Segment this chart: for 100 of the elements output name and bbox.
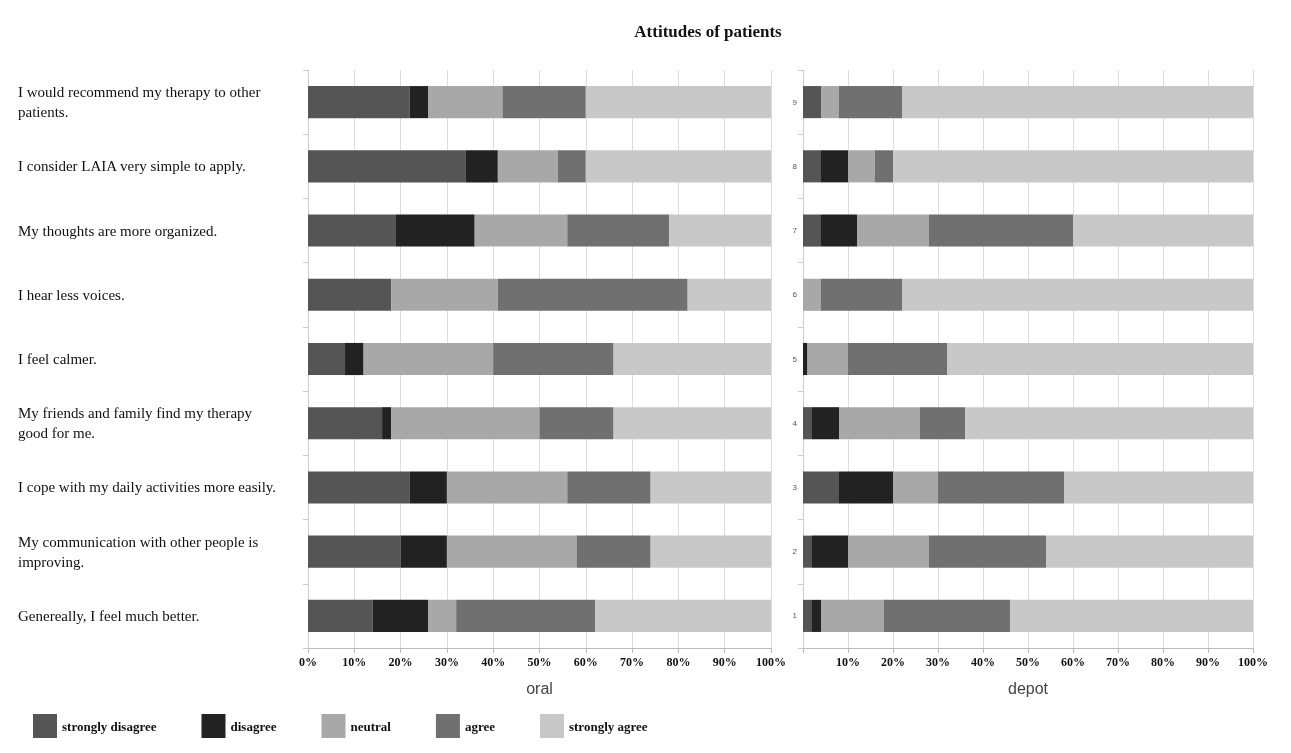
- bar: [308, 278, 392, 311]
- x-axis-title: depot: [1007, 679, 1049, 697]
- y-tick-label: 4: [792, 418, 798, 428]
- bar: [446, 471, 568, 504]
- bar: [308, 342, 346, 376]
- y-tick-label: I feel calmer.: [18, 351, 97, 367]
- bar: [848, 535, 929, 568]
- x-tick-label: 30%: [434, 655, 459, 669]
- bar: [807, 342, 848, 376]
- bar: [1064, 471, 1253, 504]
- bar: [803, 407, 812, 440]
- y-tick-label: Genereally, I feel much better.: [18, 607, 200, 624]
- bar: [428, 86, 503, 119]
- y-tick-label: I hear less voices.: [18, 286, 125, 303]
- bar: [803, 214, 821, 247]
- bar: [839, 407, 920, 440]
- bar: [497, 278, 688, 311]
- x-tick-label: 60%: [573, 655, 598, 669]
- bar: [669, 214, 771, 247]
- x-tick-label: 10%: [342, 655, 367, 669]
- bar: [848, 150, 875, 183]
- bar: [803, 278, 821, 311]
- bar: [474, 214, 568, 247]
- bar: [947, 342, 1253, 376]
- bar: [1073, 214, 1253, 247]
- bar: [650, 471, 771, 504]
- bar: [456, 599, 596, 632]
- x-tick-label: 90%: [712, 655, 737, 669]
- bar: [650, 535, 771, 568]
- bar: [308, 535, 401, 568]
- bar: [613, 407, 771, 440]
- bar: [821, 214, 857, 247]
- bar: [391, 278, 498, 311]
- y-tick-label: 8: [792, 161, 798, 171]
- bar: [857, 214, 929, 247]
- bar: [812, 407, 839, 440]
- y-tick-label: I would recommend my therapy to other patients.: [18, 84, 265, 121]
- bar: [803, 86, 821, 119]
- x-tick-label: 0%: [299, 655, 317, 669]
- bar: [585, 150, 771, 183]
- bar: [400, 535, 447, 568]
- y-tick-label: 1: [792, 611, 798, 621]
- bar: [803, 150, 821, 183]
- bar: [803, 599, 812, 632]
- bar: [395, 214, 475, 247]
- bar: [929, 535, 1046, 568]
- x-tick-label: 80%: [666, 655, 691, 669]
- bar: [812, 535, 848, 568]
- x-tick-label: 70%: [620, 655, 645, 669]
- bar: [965, 407, 1253, 440]
- y-tick-label: 5: [792, 354, 798, 364]
- y-tick-label: 9: [792, 97, 798, 107]
- x-tick-label: 90%: [1196, 655, 1220, 669]
- bar: [308, 599, 373, 632]
- bar: [308, 214, 396, 247]
- x-tick-label: 80%: [1151, 655, 1175, 669]
- bar: [839, 86, 902, 119]
- legend-label: strongly disagree: [62, 718, 157, 734]
- y-tick-label: 7: [792, 226, 798, 236]
- bar: [308, 407, 383, 440]
- bar: [502, 86, 586, 119]
- bar: [893, 150, 1253, 183]
- y-tick-label: My communication with other people is improving.: [18, 533, 263, 570]
- x-tick-label: 20%: [881, 655, 905, 669]
- y-tick-label: 2: [792, 547, 798, 557]
- x-tick-label: 50%: [1016, 655, 1040, 669]
- y-tick-label: My friends and family find my therapy good for me.: [18, 405, 256, 442]
- bar: [803, 342, 808, 376]
- bar: [308, 86, 410, 119]
- bar: [821, 150, 848, 183]
- bar: [884, 599, 1010, 632]
- bar: [902, 278, 1253, 311]
- bar: [497, 150, 559, 183]
- bar: [428, 599, 457, 632]
- bar: [613, 342, 771, 376]
- x-tick-label: 30%: [926, 655, 950, 669]
- legend-label: strongly agree: [568, 718, 648, 734]
- bar: [938, 471, 1064, 504]
- x-tick-label: 40%: [971, 655, 995, 669]
- bar: [595, 599, 771, 632]
- bar: [803, 471, 839, 504]
- bar: [821, 278, 902, 311]
- bar: [409, 471, 447, 504]
- bar: [1046, 535, 1253, 568]
- bar: [465, 150, 498, 183]
- bar: [308, 471, 410, 504]
- bar: [446, 535, 577, 568]
- bar: [567, 471, 651, 504]
- legend-label: disagree: [230, 718, 277, 734]
- x-tick-label: 100%: [1238, 655, 1268, 669]
- bar: [1010, 599, 1253, 632]
- x-tick-label: 60%: [1061, 655, 1085, 669]
- bar: [363, 342, 494, 376]
- bar: [493, 342, 614, 376]
- bar: [409, 86, 429, 119]
- bar: [848, 342, 947, 376]
- bar: [812, 599, 821, 632]
- x-tick-label: 50%: [527, 655, 552, 669]
- bar: [382, 407, 392, 440]
- bar: [576, 535, 651, 568]
